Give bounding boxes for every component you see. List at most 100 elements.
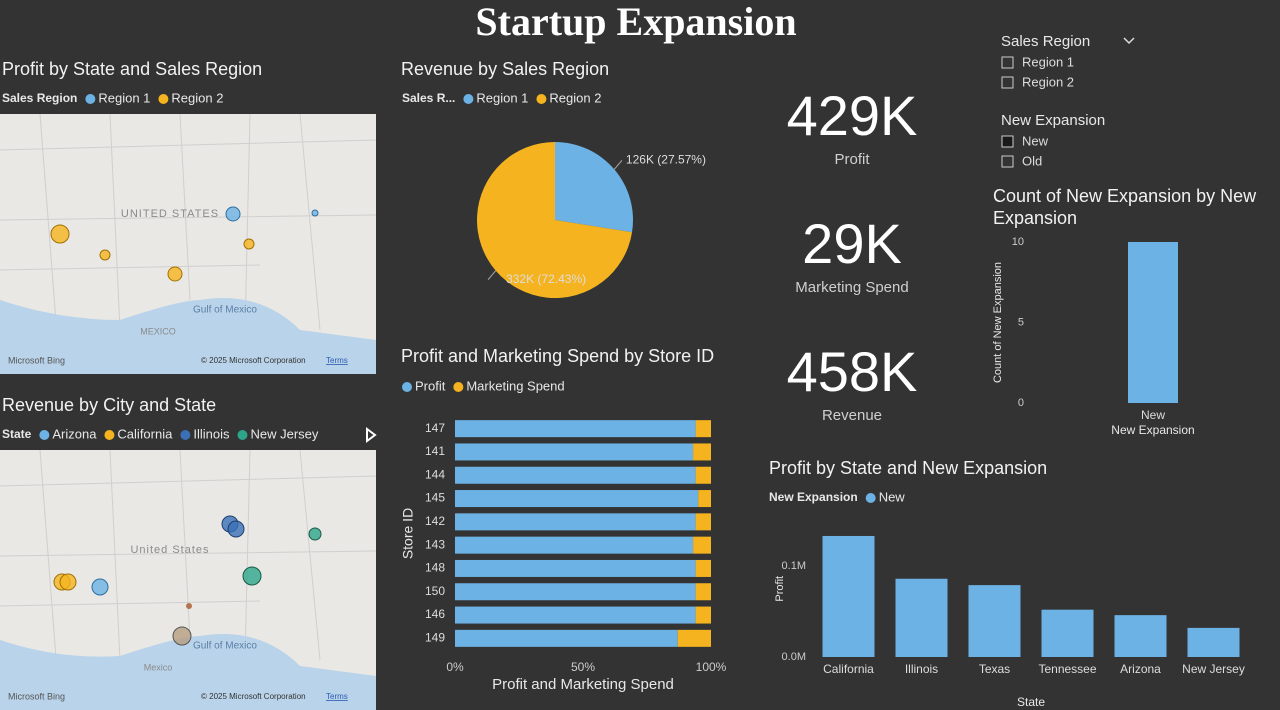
x-tick-label: Tennessee <box>1038 662 1096 676</box>
y-tick-label: 144 <box>425 467 445 481</box>
chart-title: Profit and Marketing Spend by Store ID <box>401 346 714 366</box>
slicer-checkbox[interactable] <box>1001 155 1014 168</box>
map-attribution: Microsoft Bing <box>8 355 65 365</box>
bar-segment <box>455 583 696 601</box>
map-bubble <box>225 206 241 222</box>
slicer-checkbox[interactable] <box>1001 135 1014 148</box>
map-label: MEXICO <box>140 326 176 336</box>
map-water <box>0 634 376 710</box>
legend-marker <box>463 94 474 104</box>
bar-segment <box>695 420 711 438</box>
legend-label: New Jersey <box>250 426 318 441</box>
legend-label: Profit <box>415 378 446 393</box>
leader-line <box>613 159 623 170</box>
bar <box>1128 242 1178 403</box>
y-tick-label: 141 <box>425 444 445 458</box>
bar-segment <box>455 536 694 554</box>
map-title: Revenue by City and State <box>2 395 216 415</box>
legend-title: New Expansion <box>769 490 858 504</box>
slicer-option[interactable]: Old <box>1022 153 1042 168</box>
legend-label: California <box>117 426 173 441</box>
kpi-value: 458K <box>787 340 918 403</box>
dashboard-title: Startup Expansion <box>475 0 796 44</box>
legend-marker <box>237 430 248 440</box>
y-tick-label: 145 <box>425 491 445 505</box>
y-tick-label: 142 <box>425 514 445 528</box>
bar-segment <box>455 420 696 438</box>
map-bubble <box>242 566 262 586</box>
map-bubble <box>308 527 322 541</box>
legend-marker <box>402 382 412 392</box>
x-tick-label: Arizona <box>1120 662 1161 676</box>
legend-label: Arizona <box>52 426 97 441</box>
legend-marker <box>865 493 876 503</box>
x-tick-label: New Jersey <box>1182 662 1245 676</box>
map-attribution: Microsoft Bing <box>8 691 65 701</box>
y-axis-title: Profit <box>774 576 786 602</box>
legend-marker <box>158 94 169 104</box>
y-tick-label: 148 <box>425 561 445 575</box>
kpi-value: 429K <box>787 84 918 147</box>
slicer-option[interactable]: Region 1 <box>1022 54 1074 69</box>
bar-segment <box>695 583 711 601</box>
legend-scroll-arrow[interactable] <box>366 427 377 443</box>
bar-segment <box>695 606 711 624</box>
slicer-checkbox[interactable] <box>1001 56 1014 69</box>
y-tick-label: 10 <box>1012 236 1024 248</box>
y-tick-label: 146 <box>425 607 445 621</box>
map-label: UNITED STATES <box>121 208 219 220</box>
bar-segment <box>677 629 711 647</box>
slicer-checkbox[interactable] <box>1001 76 1014 89</box>
y-tick-label: 143 <box>425 537 445 551</box>
map-attribution: © 2025 Microsoft Corporation <box>201 356 306 365</box>
legend-marker <box>536 94 547 104</box>
x-tick-label: 50% <box>571 660 595 674</box>
map-link[interactable]: Terms <box>326 692 348 701</box>
legend-marker <box>39 430 50 440</box>
pie-slice <box>555 142 633 233</box>
data-label: 126K (27.57%) <box>626 152 706 166</box>
x-tick-label: Illinois <box>905 662 938 676</box>
legend-label: Region 2 <box>549 90 601 105</box>
map-bubble <box>50 224 70 244</box>
bar-segment <box>695 559 711 577</box>
bar <box>968 585 1021 657</box>
map-bubble <box>311 209 319 217</box>
map <box>0 113 377 375</box>
map-link[interactable]: Terms <box>326 356 348 365</box>
bar-segment <box>695 513 711 531</box>
x-tick-label: 0% <box>446 660 464 674</box>
chart-title: Revenue by Sales Region <box>401 59 609 79</box>
legend-marker <box>104 430 115 440</box>
bar-segment <box>455 490 699 508</box>
x-tick-label: 100% <box>696 660 727 674</box>
slicer-option[interactable]: New <box>1022 133 1049 148</box>
bar-segment <box>455 559 696 577</box>
y-tick-label: 149 <box>425 631 445 645</box>
slicer-option[interactable]: Region 2 <box>1022 74 1074 89</box>
y-axis-title: Store ID <box>400 508 416 559</box>
map-bubble <box>99 249 111 261</box>
x-axis-title: State <box>1017 695 1045 709</box>
map-water <box>0 298 376 374</box>
legend-title: Sales Region <box>2 91 77 105</box>
kpi-label: Profit <box>834 151 870 168</box>
map-bubble <box>167 266 183 282</box>
bar-segment <box>698 490 711 508</box>
x-tick-label: Texas <box>979 662 1010 676</box>
leader-line <box>487 270 497 281</box>
slicer-dropdown[interactable] <box>1123 37 1135 45</box>
legend-marker <box>85 94 96 104</box>
map-border <box>0 449 377 710</box>
chart-title: Count of New Expansion by New Expansion <box>993 186 1257 228</box>
legend-title: Sales R... <box>402 91 455 105</box>
map-bubble <box>186 603 192 609</box>
bar-segment <box>693 536 711 554</box>
kpi-label: Marketing Spend <box>795 279 908 296</box>
y-tick-label: 5 <box>1018 316 1024 328</box>
bar <box>822 535 875 657</box>
legend-marker <box>453 382 464 392</box>
map-bubble <box>227 520 245 538</box>
